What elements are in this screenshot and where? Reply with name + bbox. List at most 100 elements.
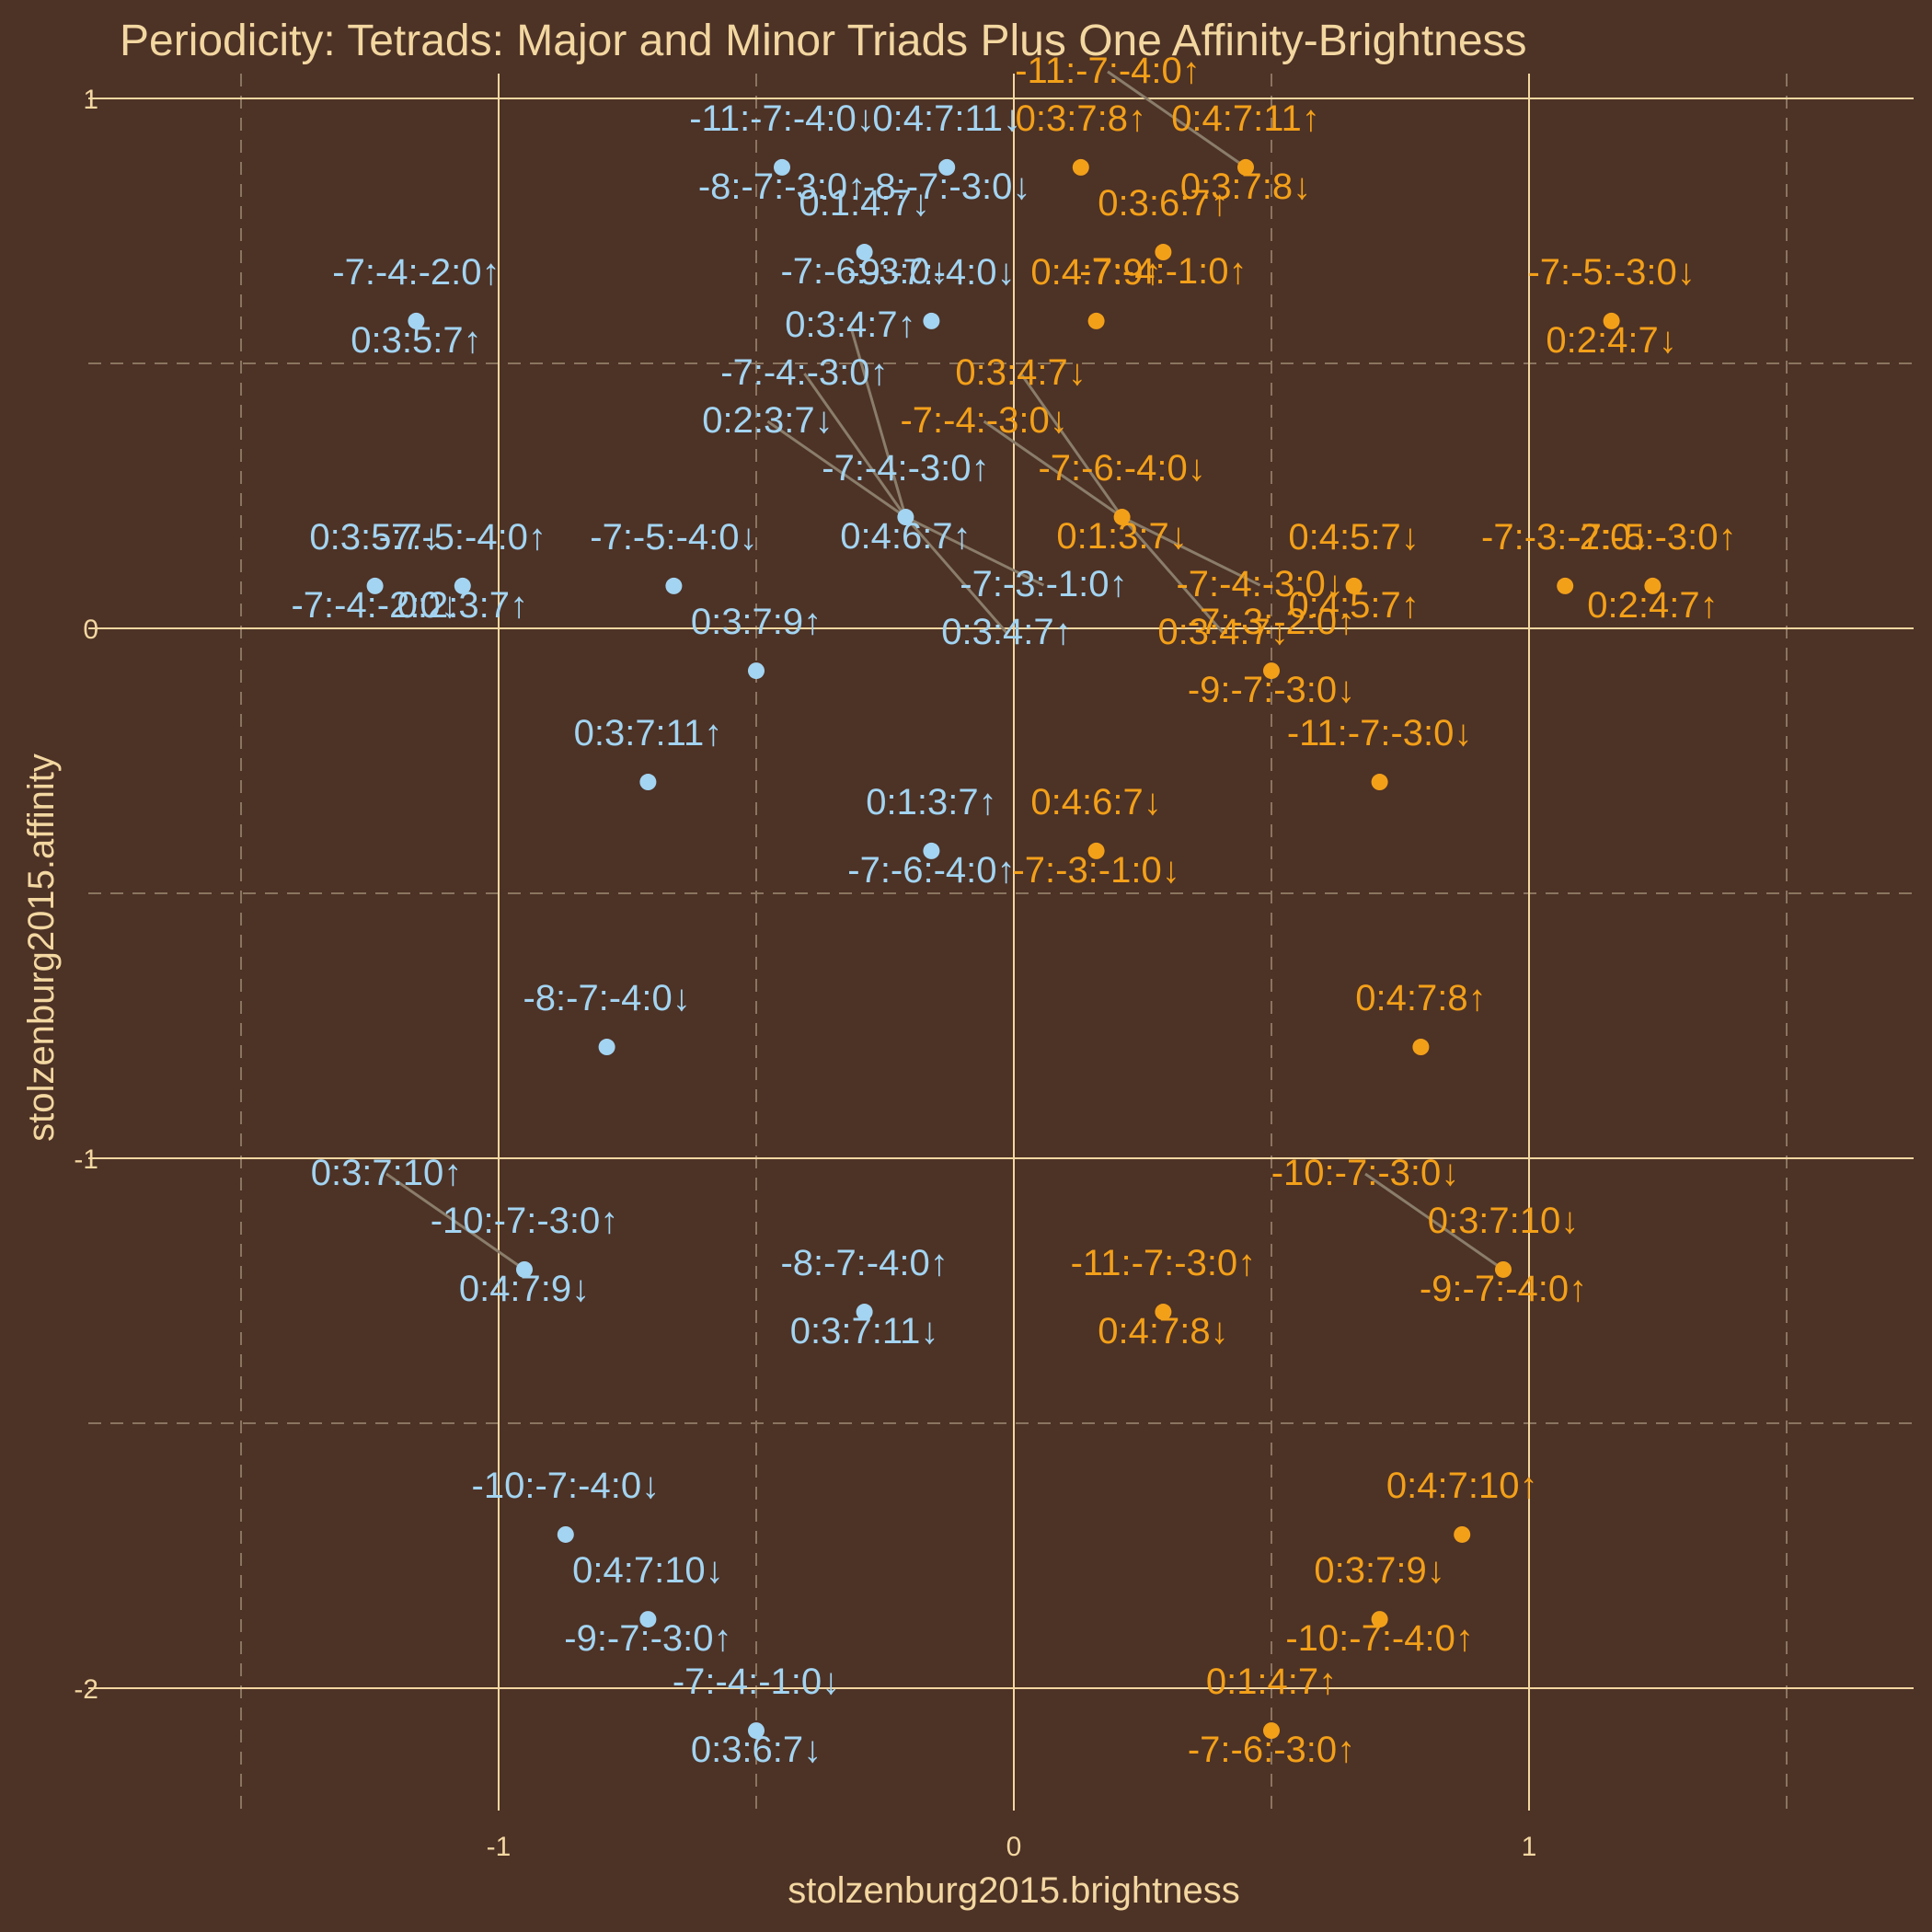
orange-data-point [1345,577,1363,594]
orange-data-point [1155,1304,1172,1321]
point-label: 0:3:6:7↓ [691,1730,822,1770]
blue-data-point [748,1722,765,1740]
blue-data-point [665,577,683,594]
y-axis-title: stolzenburg2015.affinity [21,753,62,1142]
leader-line [1121,515,1261,587]
leader-line [766,420,907,519]
point-label: 0:3:7:10↑ [311,1153,463,1193]
data-points [366,158,1662,1740]
point-label: -7:-3:-1:0↑ [960,564,1127,604]
leader-line [1364,1172,1504,1271]
point-label: 0:1:4:7↑ [1206,1662,1337,1702]
point-label: -7:-4:-3:0↓ [1176,564,1343,604]
point-label: 0:3:7:11↑ [574,713,723,753]
point-label: -7:-6:-3:0↑ [1188,1730,1355,1770]
leader-line [848,325,907,518]
point-label: -10:-7:-3:0↓ [1271,1153,1460,1193]
point-label: 0:4:7:8↓ [1098,1311,1228,1351]
x-tick-label: 1 [1522,1832,1537,1862]
blue-data-point [923,312,940,329]
point-label: -7:-5:-3:0↑ [1569,517,1736,558]
point-label: 0:1:3:7↓ [1056,516,1187,557]
blue-data-point [639,774,657,791]
point-label: 0:4:5:7↓ [1288,517,1419,558]
point-label: -10:-7:-4:0↑ [1285,1618,1474,1659]
point-label: -7:-4:-1:0↓ [673,1662,840,1702]
point-label: 0:2:4:7↑ [1587,585,1718,626]
y-tick-label: 1 [83,85,98,115]
y-tick-label: -1 [74,1144,98,1175]
orange-data-point [1087,312,1105,329]
blue-data-point [454,577,471,594]
point-label: 0:3:7:8↑ [1016,98,1146,139]
point-label: 0:4:7:9↑ [1030,252,1161,293]
orange-data-point [1113,509,1131,526]
point-label: -7:-3:-2:0↑ [1188,602,1355,642]
point-label: 0:4:5:7↑ [1288,585,1419,626]
orange-data-point [1495,1260,1512,1278]
orange-data-point [1454,1525,1471,1543]
minor-gridlines [88,74,1914,1811]
data-labels: -11:-7:-4:0↓ -8:-7:-3:0↑0:4:7:11↓ -8:-7:-3… [291,51,1736,1770]
blue-data-point [366,577,384,594]
blue-data-point [774,158,790,176]
point-label: 0:2:4:7↓ [1546,320,1676,361]
point-label: -7:-4:-3:0↑ [822,448,989,489]
point-label: 0:3:5:7↓ [309,517,440,558]
orange-data-point [1155,244,1172,261]
leader-line [1121,516,1225,635]
point-label: -7:-6:-4:0↑ [847,850,1015,891]
orange-data-point [1412,1039,1430,1056]
point-label: -10:-7:-3:0↑ [431,1201,619,1241]
orange-data-point [1603,312,1620,329]
point-label: 0:3:4:7↓ [1157,612,1288,652]
point-label: -7:-6:-3:0↓ [780,251,948,292]
chart-title: Periodicity: Tetrads: Major and Minor Tr… [120,17,1527,65]
point-label: 0:3:4:7↑ [785,305,915,345]
blue-data-point [748,662,765,680]
point-label: 0:3:5:7↑ [351,320,481,361]
leader-line [904,515,1045,587]
point-label: 0:3:7:9↑ [691,602,822,642]
point-label: -7:-4:-3:0↓ [900,400,1067,441]
point-label: -8:-7:-4:0↓ [523,978,690,1018]
point-label: -7:-4:-2:0↓ [291,585,458,626]
x-tick-label: -1 [487,1832,512,1862]
point-label: 0:3:4:7↑ [941,612,1072,652]
leader-line [803,373,907,518]
x-tick-label: 0 [1006,1832,1022,1862]
point-label: 0:3:7:9↓ [1314,1550,1444,1591]
point-label: -7:-3:-2:0↓ [1481,517,1649,558]
point-label: 0:2:3:7↑ [397,585,528,626]
point-label: -7:-3:-1:0↓ [1012,850,1179,891]
y-tick-label: -2 [74,1674,98,1705]
major-gridlines [88,74,1914,1811]
point-label: 0:4:6:7↑ [840,516,971,557]
point-label: -11:-7:-3:0↓ [1287,713,1473,753]
tick-labels: -1 0 1 1 0 -1 -2 [74,85,1536,1862]
point-label: 0:3:7:10↓ [1428,1201,1580,1241]
leader-line [983,420,1123,519]
point-label: -8:-7:-3:0↓ [863,167,1030,207]
point-label: -9:-7:-3:0↑ [564,1618,731,1659]
point-label: 0:3:6:7↑ [1098,183,1228,224]
orange-data-point [1072,158,1089,176]
point-label: -7:-5:-3:0↓ [1527,252,1695,293]
blue-data-point [598,1039,615,1056]
orange-data-point [1263,1722,1280,1740]
point-label: 0:4:7:11↑ [1171,98,1320,139]
point-label: -9:-7:-4:0↑ [1420,1269,1587,1309]
point-label: -11:-7:-3:0↑ [1071,1243,1257,1283]
blue-data-point [923,842,940,859]
point-label: -7:-6:-4:0↓ [1038,448,1205,489]
blue-data-point [897,509,914,526]
point-label: 0:4:6:7↓ [1030,782,1161,822]
y-tick-label: 0 [83,615,98,645]
blue-data-point [938,158,956,176]
orange-data-point [1644,577,1662,594]
point-label: 0:3:7:11↓ [790,1311,939,1351]
point-label: -11:-7:-4:0↑ [1015,51,1201,91]
point-label: -8:-7:-4:0↑ [780,1243,948,1283]
orange-data-point [1557,577,1574,594]
